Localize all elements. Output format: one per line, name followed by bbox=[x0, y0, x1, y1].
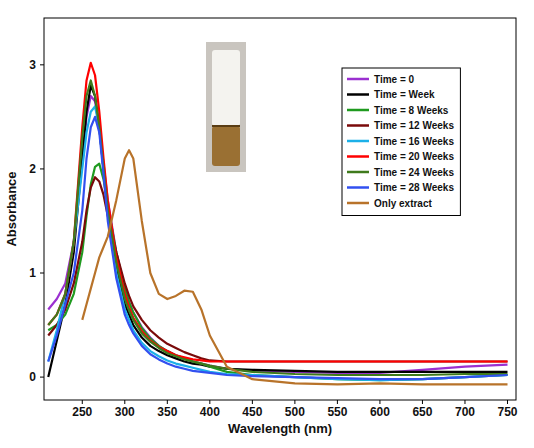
vial-top bbox=[212, 50, 240, 126]
photo-bg bbox=[206, 42, 246, 172]
legend-label: Time = 8 Weeks bbox=[374, 105, 449, 116]
legend-swatch bbox=[347, 171, 369, 174]
legend-box bbox=[342, 68, 460, 216]
x-tick bbox=[507, 400, 508, 404]
vial-liquid bbox=[212, 126, 240, 166]
x-tick bbox=[209, 400, 210, 404]
y-tick bbox=[40, 168, 44, 169]
x-tick bbox=[124, 400, 125, 404]
y-tick-label: 2 bbox=[29, 162, 36, 176]
y-tick bbox=[40, 64, 44, 65]
x-tick bbox=[464, 400, 465, 404]
x-tick-label: 250 bbox=[72, 405, 92, 419]
y-tick-label: 3 bbox=[29, 58, 36, 72]
x-tick bbox=[252, 400, 253, 404]
legend-swatch bbox=[347, 202, 369, 205]
inset-photo bbox=[206, 42, 246, 172]
meniscus bbox=[212, 125, 240, 127]
series-line bbox=[48, 96, 507, 373]
legend-label: Time = 24 Weeks bbox=[374, 167, 454, 178]
x-tick bbox=[82, 400, 83, 404]
series-group bbox=[48, 63, 507, 385]
legend-swatch bbox=[347, 109, 369, 112]
x-tick-label: 500 bbox=[285, 405, 305, 419]
x-axis-title: Wavelength (nm) bbox=[228, 421, 332, 436]
y-tick-label: 0 bbox=[29, 370, 36, 384]
legend-swatch bbox=[347, 140, 369, 143]
x-tick-label: 750 bbox=[497, 405, 517, 419]
legend-label: Time = Week bbox=[374, 89, 435, 100]
x-tick-label: 700 bbox=[455, 405, 475, 419]
y-axis-title: Absorbance bbox=[4, 171, 19, 246]
series-line bbox=[48, 80, 507, 375]
series-line bbox=[48, 117, 507, 379]
legend-label: Time = 12 Weeks bbox=[374, 120, 454, 131]
series-line bbox=[48, 86, 507, 377]
chart: 250 300 350 400 450 500 550 600 650 700 750 0 1 2 3 Wav… bbox=[0, 0, 534, 448]
legend-swatch bbox=[347, 93, 369, 96]
legend: Time = 0 Time = Week Time = 8 Weeks Time = … bbox=[342, 68, 460, 216]
x-tick-label: 650 bbox=[412, 405, 432, 419]
legend-swatch bbox=[347, 78, 369, 81]
legend-swatch bbox=[347, 186, 369, 189]
legend-label: Only extract bbox=[374, 198, 432, 209]
legend-label: Time = 28 Weeks bbox=[374, 182, 454, 193]
x-tick-label: 600 bbox=[370, 405, 390, 419]
series-line bbox=[82, 150, 507, 384]
x-tick bbox=[337, 400, 338, 404]
x-tick-label: 300 bbox=[115, 405, 135, 419]
y-tick bbox=[40, 273, 44, 274]
legend-label: Time = 16 Weeks bbox=[374, 136, 454, 147]
x-tick-label: 550 bbox=[327, 405, 347, 419]
legend-label: Time = 20 Weeks bbox=[374, 151, 454, 162]
series-line bbox=[48, 63, 507, 362]
x-tick bbox=[379, 400, 380, 404]
x-tick bbox=[294, 400, 295, 404]
legend-swatch bbox=[347, 124, 369, 127]
x-tick bbox=[167, 400, 168, 404]
legend-label: Time = 0 bbox=[374, 74, 415, 85]
x-tick-label: 350 bbox=[157, 405, 177, 419]
plot-frame bbox=[44, 18, 516, 400]
legend-swatch bbox=[347, 155, 369, 158]
x-tick bbox=[422, 400, 423, 404]
y-tick bbox=[40, 377, 44, 378]
x-tick-label: 400 bbox=[200, 405, 220, 419]
y-tick-label: 1 bbox=[29, 266, 36, 280]
x-tick-label: 450 bbox=[242, 405, 262, 419]
